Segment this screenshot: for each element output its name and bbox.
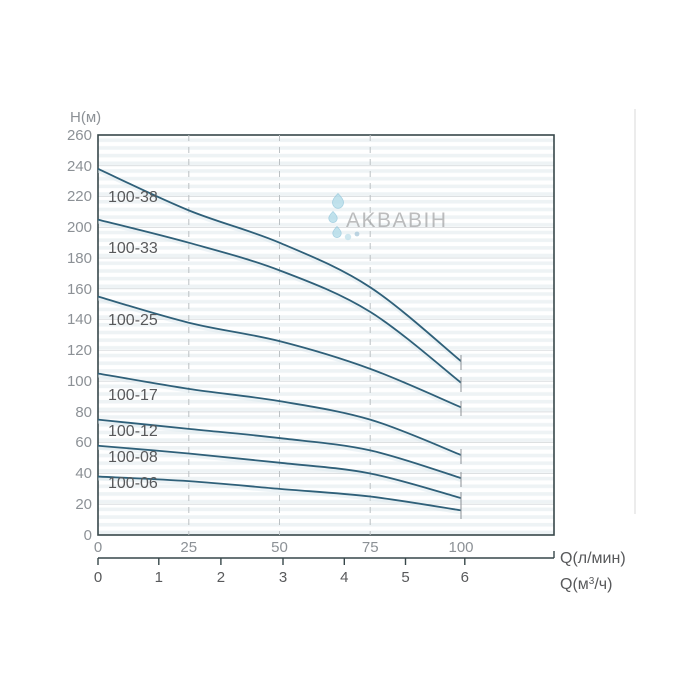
svg-text:100-12: 100-12: [108, 423, 158, 440]
svg-text:4: 4: [340, 569, 348, 586]
svg-text:50: 50: [271, 539, 288, 556]
svg-text:180: 180: [67, 250, 92, 267]
svg-text:100-33: 100-33: [108, 240, 158, 257]
svg-text:5: 5: [401, 569, 409, 586]
svg-text:200: 200: [67, 219, 92, 236]
svg-text:240: 240: [67, 158, 92, 175]
svg-text:0: 0: [94, 569, 102, 586]
svg-text:3: 3: [279, 569, 287, 586]
svg-text:75: 75: [362, 539, 379, 556]
svg-text:AKBABIH: AKBABIH: [346, 209, 448, 232]
svg-text:6: 6: [461, 569, 469, 586]
svg-text:260: 260: [67, 127, 92, 144]
svg-text:0: 0: [94, 539, 102, 556]
svg-text:100-08: 100-08: [108, 449, 158, 466]
svg-text:100: 100: [67, 373, 92, 390]
svg-text:100-38: 100-38: [108, 189, 158, 206]
svg-text:1: 1: [155, 569, 163, 586]
svg-text:60: 60: [75, 434, 92, 451]
svg-text:100-25: 100-25: [108, 312, 158, 329]
svg-text:Q(м3/ч): Q(м3/ч): [560, 576, 612, 594]
svg-text:2: 2: [217, 569, 225, 586]
svg-text:Q(л/мин): Q(л/мин): [560, 550, 626, 567]
svg-text:100: 100: [448, 539, 473, 556]
svg-text:100-06: 100-06: [108, 475, 158, 492]
svg-text:20: 20: [75, 496, 92, 513]
svg-text:220: 220: [67, 188, 92, 205]
svg-text:25: 25: [180, 539, 197, 556]
svg-text:100-17: 100-17: [108, 387, 158, 404]
svg-text:40: 40: [75, 465, 92, 482]
svg-text:80: 80: [75, 404, 92, 421]
svg-text:0: 0: [84, 527, 92, 544]
svg-text:140: 140: [67, 311, 92, 328]
svg-text:H(м): H(м): [70, 109, 101, 126]
svg-text:120: 120: [67, 342, 92, 359]
svg-text:160: 160: [67, 281, 92, 298]
